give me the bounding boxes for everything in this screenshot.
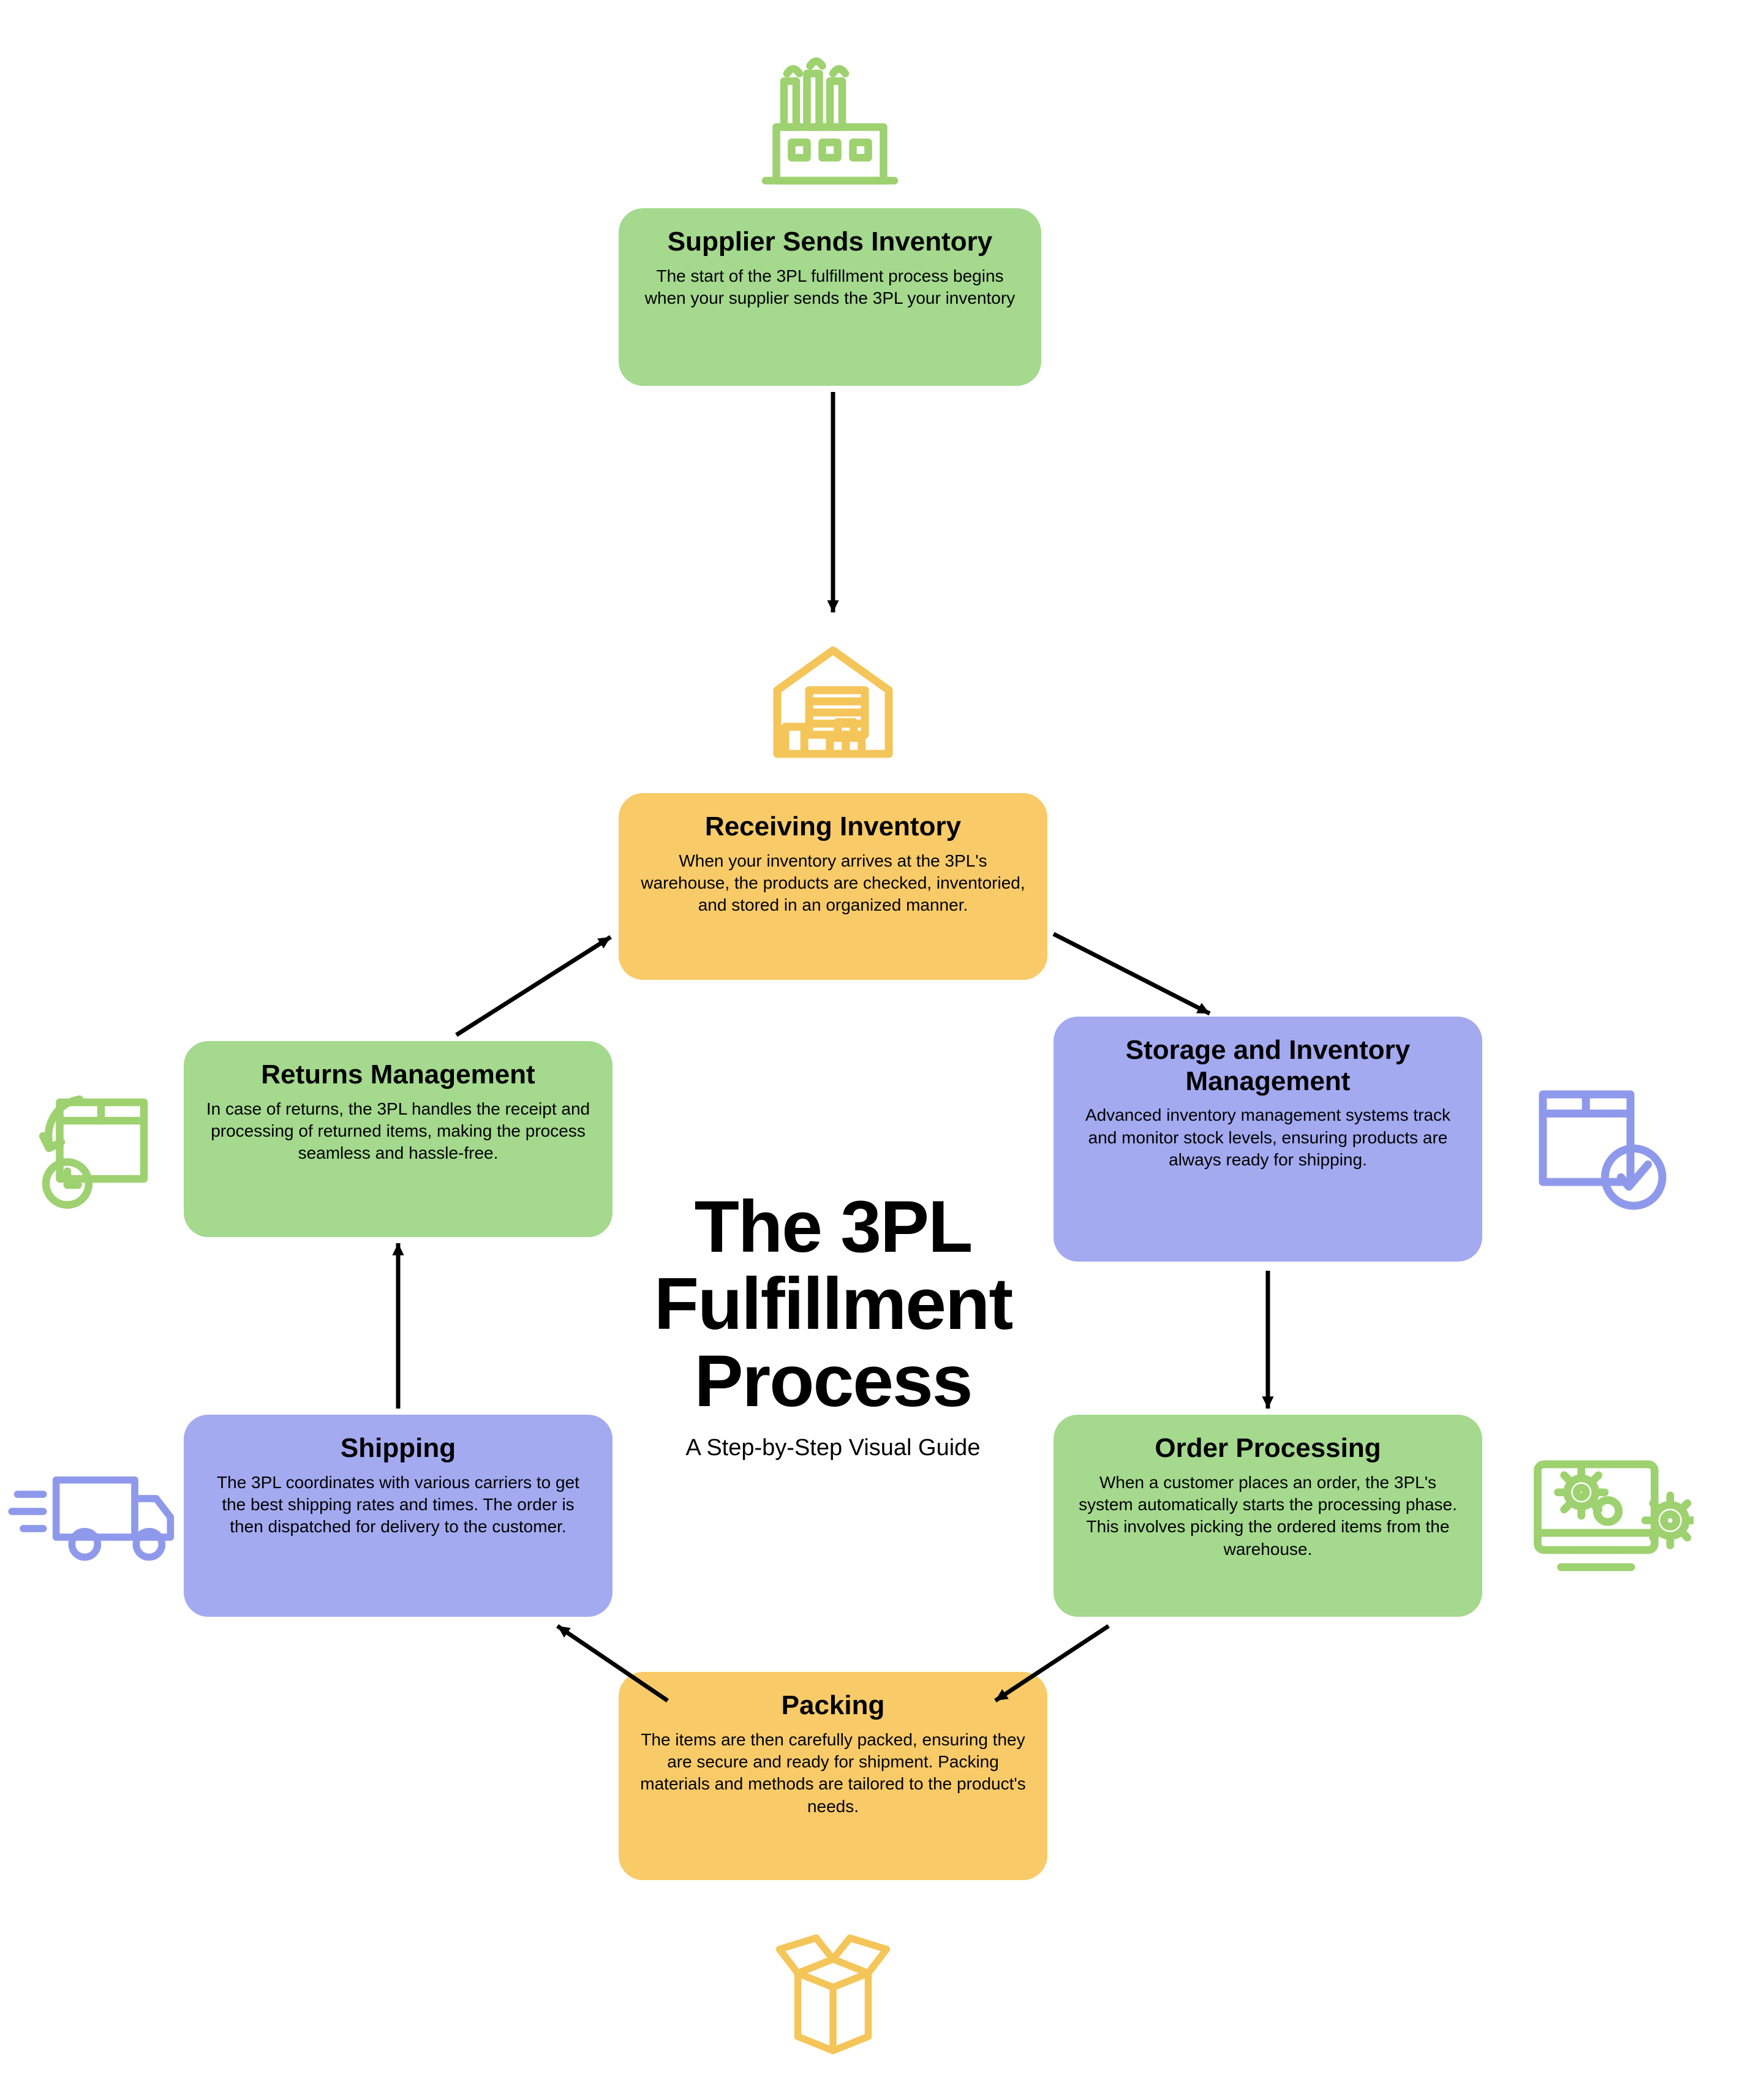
arrow-returns-receiving	[438, 919, 629, 1053]
node-order: Order Processing When a customer places …	[1054, 1415, 1482, 1617]
node-desc: The start of the 3PL fulfillment process…	[640, 265, 1020, 310]
node-receiving: Receiving Inventory When your inventory …	[619, 793, 1047, 980]
warehouse-icon	[753, 619, 913, 781]
arrow-storage-order	[1250, 1252, 1286, 1427]
truck-icon	[6, 1445, 178, 1589]
node-title: Receiving Inventory	[640, 811, 1026, 843]
node-shipping: Shipping The 3PL coordinates with variou…	[184, 1415, 612, 1617]
arrow-packing-shipping	[539, 1608, 686, 1719]
node-title: Returns Management	[205, 1059, 591, 1091]
arrow-shipping-returns	[380, 1225, 417, 1427]
node-desc: The items are then carefully packed, ens…	[640, 1729, 1026, 1818]
node-desc: The 3PL coordinates with various carrier…	[205, 1472, 591, 1538]
node-desc: When a customer places an order, the 3PL…	[1075, 1472, 1461, 1561]
node-returns: Returns Management In case of returns, t…	[184, 1041, 612, 1237]
diagram-subtitle: A Step-by-Step Visual Guide	[539, 1435, 1127, 1461]
node-title: Order Processing	[1075, 1433, 1461, 1464]
node-supplier: Supplier Sends Inventory The start of th…	[619, 208, 1041, 386]
open-box-icon	[763, 1908, 903, 2070]
node-desc: Advanced inventory management systems tr…	[1075, 1104, 1461, 1171]
arrow-order-packing	[977, 1608, 1127, 1719]
diagram-title: The 3PL Fulfillment Process	[539, 1188, 1127, 1420]
node-title: Storage and Inventory Management	[1075, 1035, 1461, 1097]
return-box-icon	[21, 1069, 175, 1225]
node-desc: In case of returns, the 3PL handles the …	[205, 1098, 591, 1165]
arrow-supplier-receiving	[815, 374, 851, 631]
node-storage: Storage and Inventory Management Advance…	[1054, 1017, 1482, 1262]
monitor-gears-icon	[1522, 1442, 1694, 1592]
node-title: Packing	[640, 1690, 1026, 1721]
center-title: The 3PL Fulfillment Process A Step-by-St…	[539, 1188, 1127, 1461]
factory-icon	[753, 43, 907, 199]
node-title: Shipping	[205, 1433, 591, 1464]
node-desc: When your inventory arrives at the 3PL's…	[640, 850, 1026, 917]
arrow-receiving-storage	[1035, 916, 1228, 1032]
box-check-icon	[1519, 1063, 1678, 1225]
node-title: Supplier Sends Inventory	[640, 227, 1020, 258]
